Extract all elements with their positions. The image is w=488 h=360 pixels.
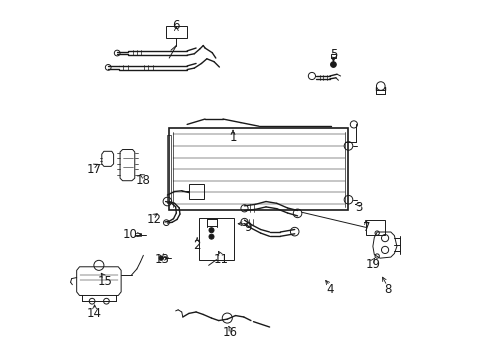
Circle shape [330,62,336,67]
Bar [169,128,348,211]
Text: 11: 11 [213,253,228,266]
Bar [330,54,336,58]
Text: 3: 3 [355,202,362,215]
Text: 19: 19 [365,258,380,271]
Circle shape [208,228,214,233]
Text: 13: 13 [154,253,169,266]
Bar [198,219,234,260]
Circle shape [208,234,214,239]
Text: 12: 12 [146,213,162,226]
Text: 1: 1 [229,131,236,144]
Circle shape [159,256,163,260]
Text: 18: 18 [136,174,150,186]
Text: 2: 2 [193,239,201,252]
Text: 17: 17 [86,163,101,176]
Bar [365,220,385,234]
Text: 6: 6 [172,19,180,32]
Bar [165,26,187,39]
Text: 16: 16 [222,326,237,339]
Text: 8: 8 [384,283,391,296]
Bar [188,184,203,199]
Bar [135,233,141,236]
Text: 5: 5 [329,48,336,61]
Bar [167,135,171,203]
Text: 15: 15 [97,275,112,288]
Text: 10: 10 [123,228,138,241]
Text: 7: 7 [362,221,369,234]
Text: 4: 4 [326,283,334,296]
Text: 9: 9 [244,221,251,234]
Text: 14: 14 [87,307,102,320]
